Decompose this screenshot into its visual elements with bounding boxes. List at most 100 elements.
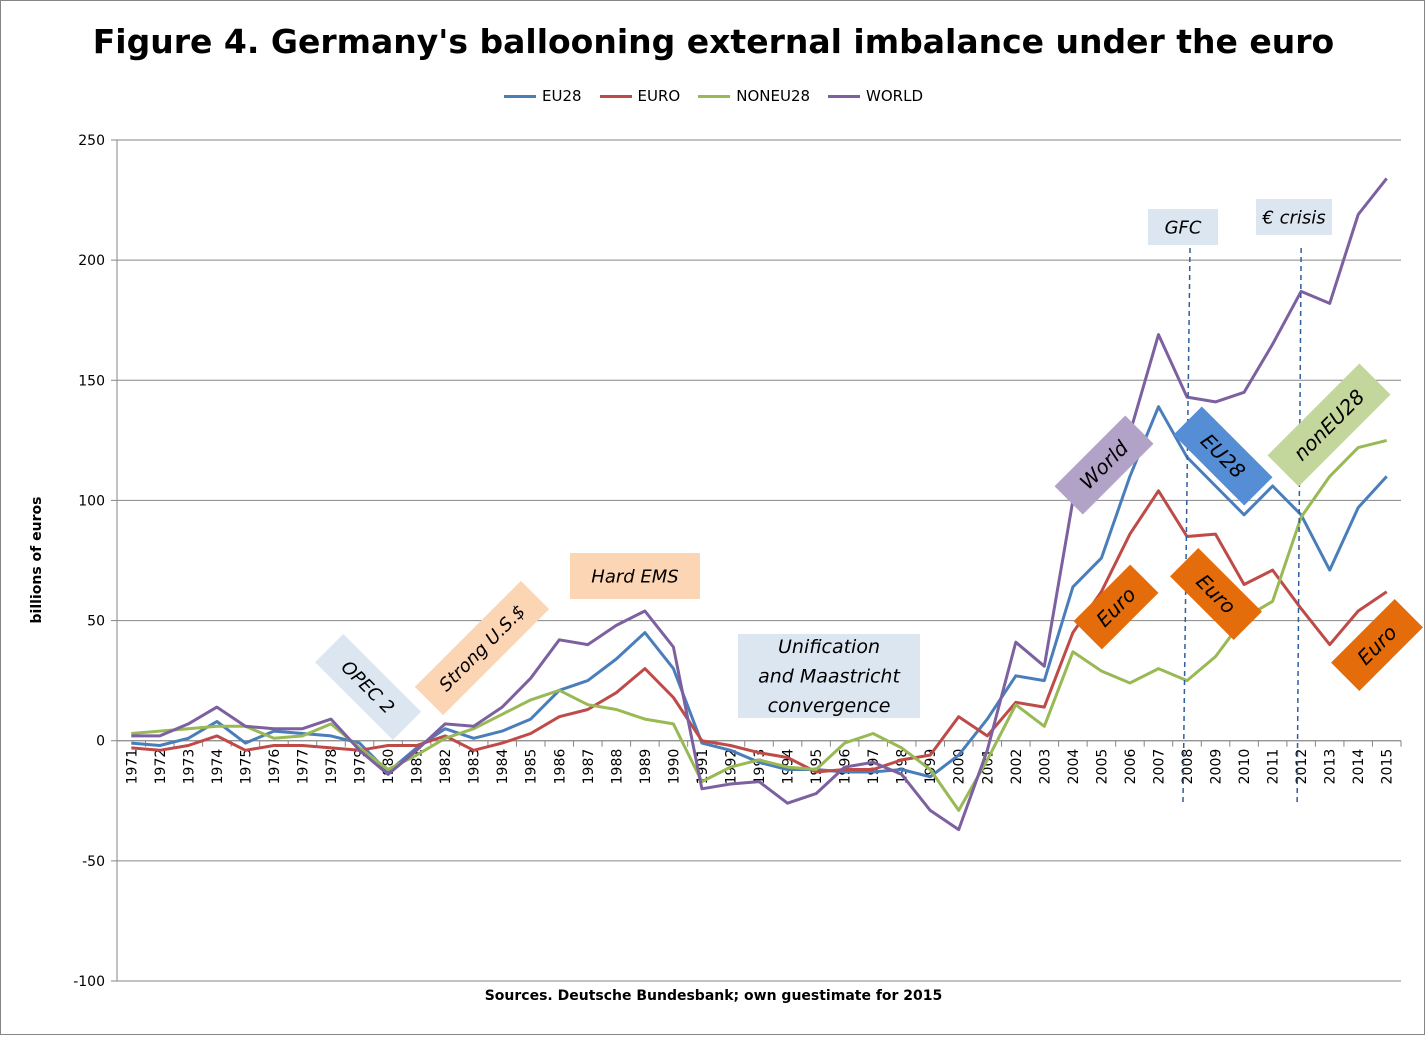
annotation-world: World — [1054, 415, 1154, 515]
x-tick-label: 1979 — [353, 749, 369, 785]
annotation-text: GFC — [1165, 217, 1202, 238]
series-lines — [131, 177, 1388, 832]
x-tick-label: 1983 — [467, 749, 483, 785]
x-tick-label: 1982 — [438, 749, 454, 785]
x-tick-label: 2012 — [1294, 749, 1310, 785]
legend-swatch-euro — [599, 94, 632, 98]
series-line-noneu28 — [131, 438, 1388, 812]
x-tick-label: 1977 — [295, 749, 311, 785]
x-tick-label: 1987 — [581, 749, 597, 785]
x-tick-label: 1990 — [666, 749, 682, 785]
y-axis: -100 -50 0 50 100 150 200 250 — [73, 133, 118, 990]
y-tick-label: -100 — [73, 974, 105, 990]
x-tick-label: 2003 — [1037, 749, 1053, 785]
x-tick-label: 2008 — [1180, 749, 1196, 785]
annotation-text-line: Strong U.S.$ — [435, 601, 530, 696]
legend-swatch-noneu28 — [698, 94, 731, 98]
x-tick-label: 1973 — [181, 749, 197, 785]
x-tick-label: 1984 — [495, 749, 511, 785]
legend-item-euro: EURO — [599, 87, 681, 105]
x-tick-label: 2007 — [1151, 749, 1167, 785]
annotation-hard-ems: Hard EMS — [570, 553, 700, 599]
annotation-text: Strong U.S.$ — [435, 601, 530, 696]
x-tick-label: 1971 — [124, 749, 140, 785]
x-tick-label: 1985 — [524, 749, 540, 785]
x-axis: 1971 1972 1973 1974 1975 1976 1977 1978 1979 1980… — [116, 740, 1402, 785]
legend-label-euro: EURO — [637, 87, 681, 105]
annotation-text-line: Unification — [778, 636, 880, 658]
series-line-world — [131, 177, 1388, 832]
series-line-eu28 — [131, 405, 1388, 779]
x-tick-label: 1976 — [267, 749, 283, 785]
x-tick-label: 2004 — [1066, 749, 1082, 785]
annotation-box — [314, 633, 422, 741]
x-tick-label: 1975 — [238, 749, 254, 785]
annotation-box — [1054, 415, 1154, 515]
annotation-text-line: € crisis — [1261, 207, 1325, 228]
x-axis-title: Sources. Deutsche Bundesbank; own guesti… — [484, 988, 943, 1004]
x-tick-label: 1972 — [153, 749, 169, 785]
annotation-crisis: € crisis — [1256, 199, 1332, 235]
legend-item-noneu28: NONEU28 — [698, 87, 810, 105]
legend-swatch-world — [828, 94, 861, 98]
x-tick-label: 1995 — [809, 749, 825, 785]
annotation-box — [414, 580, 550, 716]
x-tick-label: 1989 — [638, 749, 654, 785]
event-line-2012 — [1296, 247, 1302, 803]
annotation-euro: Euro — [1170, 548, 1262, 640]
annotation-text: Unification and Maastricht convergence — [758, 636, 901, 717]
x-tick-label: 1980 — [381, 749, 397, 785]
annotation-strong-u-s: Strong U.S.$ — [414, 580, 550, 716]
legend-swatch-eu28 — [504, 94, 536, 98]
x-tick-label: 1978 — [324, 749, 340, 785]
annotation-box — [1170, 548, 1262, 640]
x-tick-label: 2006 — [1123, 749, 1139, 785]
event-lines — [1182, 247, 1302, 803]
annotation-box — [1331, 599, 1423, 691]
legend-item-eu28: EU28 — [504, 87, 582, 105]
x-tick-label: 2010 — [1237, 749, 1253, 785]
legend-label-noneu28: NONEU28 — [736, 87, 811, 105]
annotation-box — [1267, 363, 1391, 487]
annotation-box — [1173, 406, 1273, 506]
annotation-euro: Euro — [1073, 564, 1159, 650]
annotation-text-line: convergence — [768, 695, 891, 717]
annotation-text-line: Hard EMS — [591, 566, 678, 587]
x-tick-label: 1997 — [866, 749, 882, 785]
x-tick-label: 2011 — [1266, 749, 1282, 785]
x-tick-label: 2015 — [1380, 749, 1396, 785]
series-line-euro — [131, 489, 1388, 774]
annotation-text-line: GFC — [1165, 217, 1202, 238]
annotation-box — [1148, 209, 1218, 245]
annotation-noneu28: nonEU28 — [1267, 363, 1391, 487]
x-tick-label: 2002 — [1009, 749, 1025, 785]
y-tick-label: 0 — [96, 734, 105, 750]
annotation-text: € crisis — [1261, 207, 1325, 228]
annotation-eu28: EU28 — [1173, 406, 1273, 506]
x-tick-label: 2005 — [1094, 749, 1110, 785]
annotation-box — [1256, 199, 1332, 235]
x-tick-label: 2014 — [1351, 749, 1367, 785]
annotation-text-line: and Maastricht — [758, 666, 901, 688]
x-tick-label: 2009 — [1209, 749, 1225, 785]
y-tick-label: 150 — [78, 373, 105, 389]
event-line-2008 — [1182, 247, 1191, 803]
legend-label-world: WORLD — [866, 87, 923, 105]
annotation-text: Hard EMS — [591, 566, 678, 587]
x-tick-label: 1993 — [752, 749, 768, 785]
x-tick-label: 1974 — [210, 749, 226, 785]
annotation-unification: Unification and Maastricht convergence — [738, 634, 920, 718]
y-tick-label: 200 — [78, 253, 105, 269]
y-tick-label: 50 — [87, 614, 105, 630]
annotation-box — [1073, 564, 1159, 650]
legend-label-eu28: EU28 — [542, 87, 582, 105]
x-tick-label: 1988 — [609, 749, 625, 785]
x-tick-label: 1986 — [552, 749, 568, 785]
annotation-box — [570, 553, 700, 599]
legend-item-world: WORLD — [828, 87, 923, 105]
x-tick-label: 2013 — [1323, 749, 1339, 785]
annotation-euro: Euro — [1331, 599, 1423, 691]
